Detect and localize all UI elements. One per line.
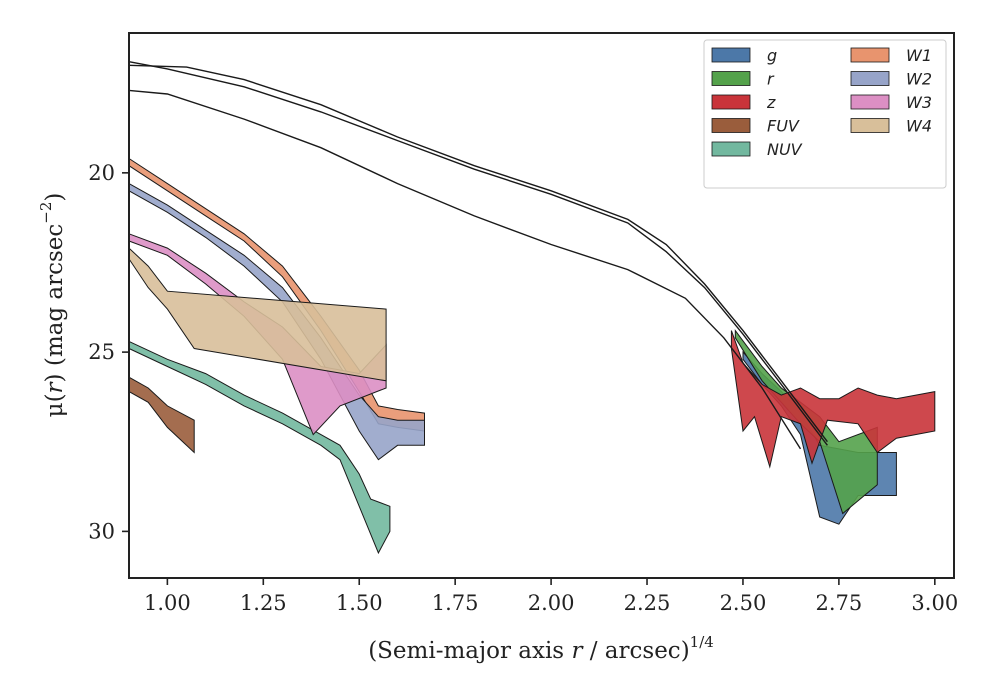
x-tick-label: 3.00 <box>911 591 958 615</box>
x-tick-label: 1.25 <box>240 591 287 615</box>
legend-label-nuv: NUV <box>767 140 803 159</box>
model-curve-2 <box>128 64 828 443</box>
axis-ticks: 1.00 1.25 1.50 1.75 2.00 2.25 2.50 2.75 3.00 20 25… <box>88 161 958 615</box>
legend-label-z: z <box>766 93 776 112</box>
y-tick-label: 25 <box>88 340 115 364</box>
y-tick-label: 20 <box>88 161 115 185</box>
x-axis-label: (Semi-major axis r / arcsec)1/4 <box>368 633 714 664</box>
x-tick-label: 1.00 <box>144 591 191 615</box>
legend-label-w2: W2 <box>906 70 932 89</box>
legend-swatch-g <box>711 47 751 63</box>
legend-label-w1: W1 <box>906 46 932 65</box>
band-fuv <box>128 376 195 454</box>
x-tick-label: 2.00 <box>528 591 575 615</box>
legend-swatch-z <box>711 94 751 110</box>
legend-swatch-w1 <box>850 47 890 63</box>
x-tick-label: 2.50 <box>720 591 767 615</box>
legend-swatch-nuv <box>711 141 751 157</box>
y-axis-label: μ(r) (mag arcsec−2) <box>37 193 68 418</box>
band-w3 <box>128 233 387 436</box>
band-nuv <box>128 340 391 555</box>
model-curve-3 <box>128 89 802 450</box>
legend-swatch-fuv <box>711 118 751 133</box>
legend: grz FUV NUV W1 W2 W3 W4 <box>703 39 947 189</box>
plot-area <box>128 61 936 555</box>
x-tick-label: 2.25 <box>624 591 671 615</box>
legend-swatch-w4 <box>850 118 890 133</box>
x-tick-label: 1.75 <box>432 591 479 615</box>
legend-label-w4: W4 <box>906 117 932 136</box>
axes-frame <box>128 32 955 579</box>
legend-label-g: g <box>767 46 777 65</box>
legend-swatch-w2 <box>850 71 890 86</box>
y-tick-label: 30 <box>88 519 115 543</box>
x-tick-label: 2.75 <box>816 591 863 615</box>
legend-label-w3: W3 <box>906 93 932 112</box>
model-curve-1 <box>128 61 828 446</box>
legend-swatch-r <box>711 71 751 86</box>
legend-label-r: r <box>767 70 775 89</box>
legend-label-fuv: FUV <box>767 117 800 136</box>
legend-swatch-w3 <box>850 94 890 110</box>
x-tick-label: 1.50 <box>336 591 383 615</box>
band-w4 <box>128 246 387 382</box>
band-z <box>730 330 936 469</box>
